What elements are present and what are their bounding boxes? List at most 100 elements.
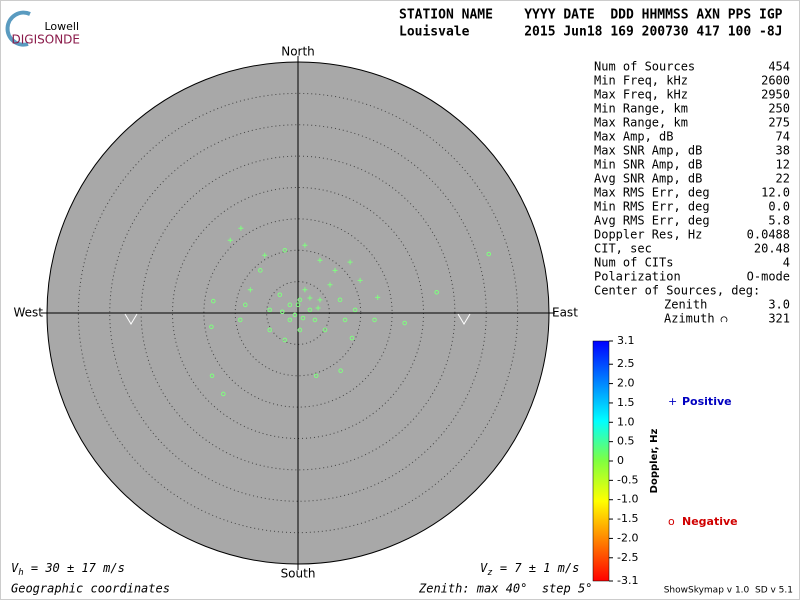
source-point	[347, 259, 353, 265]
source-point	[209, 324, 214, 330]
direction-label: South	[281, 567, 316, 581]
colorbar-tick-label: 1.0	[617, 415, 635, 428]
source-point	[297, 327, 303, 333]
source-point	[375, 294, 381, 300]
source-point	[209, 373, 215, 379]
stat-value: 38	[776, 144, 790, 158]
stat-value: 2600	[761, 74, 790, 88]
stat-value: 0.0488	[747, 228, 790, 242]
source-point	[322, 327, 328, 333]
source-point	[434, 289, 439, 295]
source-point	[297, 297, 303, 303]
source-point	[338, 368, 343, 374]
source-point	[337, 297, 343, 303]
source-point	[277, 292, 283, 298]
source-point	[342, 317, 348, 323]
source-point	[262, 252, 268, 258]
stat-value: 321	[768, 312, 790, 326]
coordinates-label: Geographic coordinates	[11, 582, 170, 596]
legend-symbol: o	[668, 515, 675, 528]
skymap: North South West East	[13, 45, 578, 581]
stat-label: Num of Sources	[594, 60, 695, 74]
source-point	[315, 305, 321, 311]
colorbar-tick-label: 0	[617, 454, 624, 467]
direction-label: East	[552, 306, 578, 320]
colorbar-tick-label: -1.5	[617, 512, 638, 525]
source-point	[238, 225, 244, 231]
logo-top: Lowell	[44, 20, 79, 33]
stat-value: 22	[776, 172, 790, 186]
source-point	[332, 267, 338, 273]
source-point	[317, 297, 323, 303]
antenna-marker	[124, 313, 471, 325]
stat-label: Max Amp, dB	[594, 130, 673, 144]
source-point	[307, 307, 313, 313]
legend-entry: Positive	[682, 395, 732, 408]
stat-value: 0.0	[768, 200, 790, 214]
source-point	[287, 302, 293, 308]
stats-table: Num of Sources 454 Min Freq, kHz 2600 Max Fr…	[594, 60, 790, 326]
stat-label: Center of Sources, deg:	[594, 284, 760, 298]
source-point	[349, 335, 355, 341]
colorbar-tick-label: 0.5	[617, 435, 635, 448]
source-point	[247, 287, 253, 293]
stat-label: Max Freq, kHz	[594, 88, 688, 102]
source-point	[221, 391, 226, 397]
stat-value: 3.0	[768, 298, 790, 312]
stat-value: 12.0	[761, 186, 790, 200]
source-point	[357, 277, 363, 283]
colorbar-tick-label: -3.1	[617, 574, 638, 587]
source-point	[282, 337, 288, 343]
source-point	[302, 242, 308, 248]
stat-label: Azimuth	[664, 312, 715, 326]
stat-value: 5.8	[768, 214, 790, 228]
source-point	[267, 307, 273, 313]
source-point	[258, 268, 263, 273]
source-point	[302, 287, 308, 293]
colorbar-label: Doppler, Hz	[649, 429, 660, 494]
source-point	[210, 298, 216, 304]
logo-swoosh	[5, 10, 31, 47]
stat-value: 12	[776, 158, 790, 172]
stat-value: O-mode	[747, 270, 790, 284]
logo-bottom: DIGISONDE	[12, 33, 80, 47]
colorbar-tick-label: -2.0	[617, 531, 638, 544]
colorbar-tick-label: 2.0	[617, 377, 635, 390]
colorbar-tick-label: 1.5	[617, 396, 635, 409]
zenith-note: Zenith: max 40° step 5°	[418, 582, 592, 596]
colorbar: 3.1 2.5 2.0 1.5 1.0 0.5 0 -0.5 -1.0 -1.5 -2.0 -2.5 -…	[592, 334, 660, 587]
source-point	[295, 302, 301, 308]
source-point	[312, 317, 318, 323]
source-point	[282, 247, 288, 253]
colorbar-tick-label: 2.5	[617, 357, 635, 370]
source-point	[287, 317, 293, 323]
stat-label: Min RMS Err, deg	[594, 200, 710, 214]
colorbar-tick-label: -2.5	[617, 551, 638, 564]
colorbar-tick-label: -0.5	[617, 473, 638, 486]
stat-label: Max RMS Err, deg	[594, 186, 710, 200]
stat-label: Max Range, km	[594, 116, 688, 130]
source-point	[402, 320, 407, 326]
stat-label: Max SNR Amp, dB	[594, 144, 702, 158]
azimuth-icon	[720, 316, 728, 323]
header-line: Louisvale 2015 Jun18 169 200730 417 100 …	[399, 25, 783, 40]
stat-value: 275	[768, 116, 790, 130]
version: ShowSkymap v 1.0 SD v 5.1	[664, 586, 793, 596]
header-line: STATION NAME YYYY DATE DDD HHMMSS AXN PP…	[399, 8, 783, 23]
colorbar-tick-label: 3.1	[617, 334, 635, 347]
stat-value: 20.48	[754, 242, 790, 256]
source-point	[307, 295, 313, 301]
stat-label: Min SNR Amp, dB	[594, 158, 702, 172]
stat-label: Min Range, km	[594, 102, 688, 116]
source-point	[313, 373, 319, 379]
legend-entry: Negative	[682, 515, 738, 528]
stat-value: 454	[768, 60, 790, 74]
source-point	[242, 302, 248, 308]
stat-label: Avg SNR Amp, dB	[594, 172, 702, 186]
direction-label: West	[13, 306, 43, 320]
stat-value: 2950	[761, 88, 790, 102]
stat-value: 250	[768, 102, 790, 116]
legend-symbol: +	[668, 395, 677, 408]
colorbar-scale	[592, 340, 610, 582]
